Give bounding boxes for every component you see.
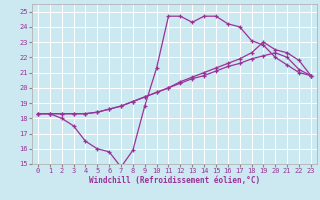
X-axis label: Windchill (Refroidissement éolien,°C): Windchill (Refroidissement éolien,°C): [89, 176, 260, 185]
